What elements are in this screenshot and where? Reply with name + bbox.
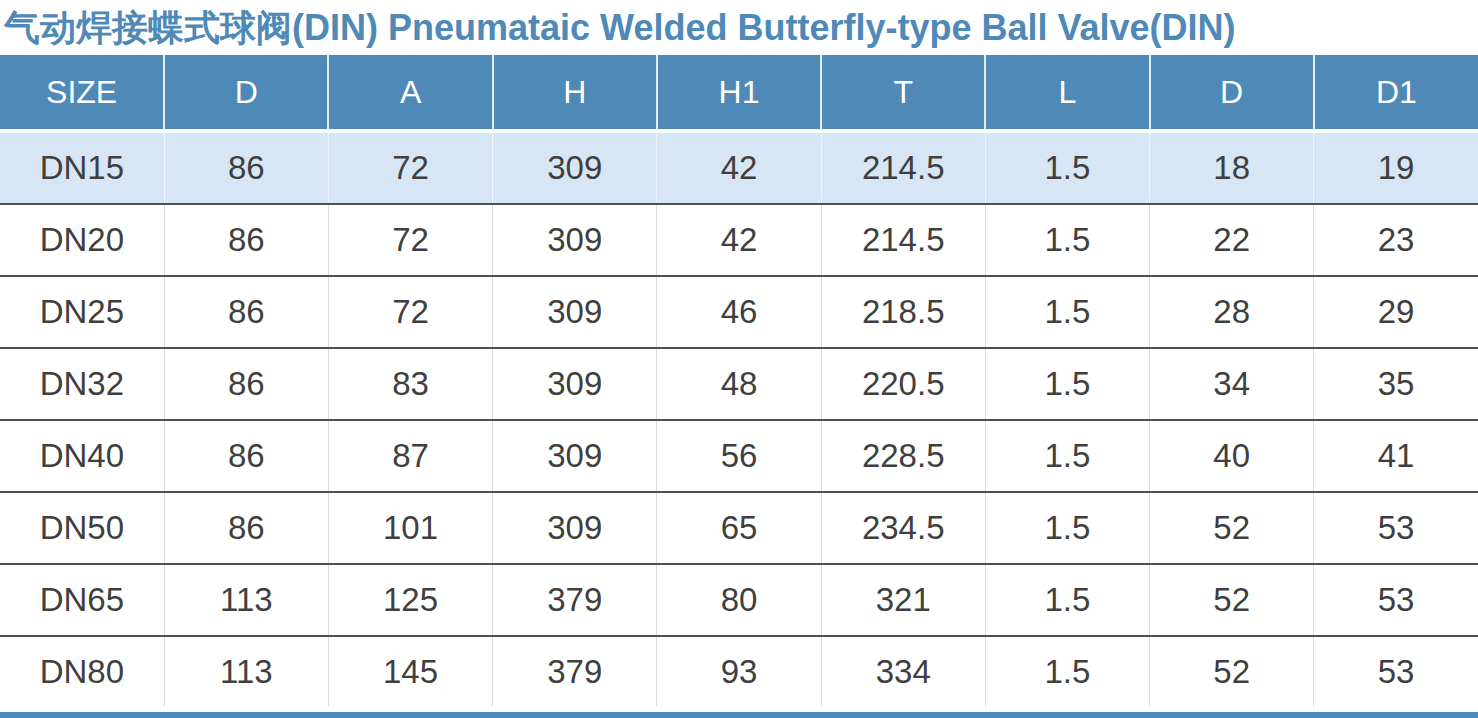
- value-cell: 145: [328, 636, 492, 707]
- value-cell: 35: [1314, 348, 1478, 420]
- value-cell: 53: [1314, 492, 1478, 564]
- column-header-d1: D1: [1314, 55, 1478, 131]
- value-cell: 113: [164, 564, 328, 636]
- value-cell: 113: [164, 636, 328, 707]
- bottom-accent-bar: [0, 712, 1478, 718]
- column-header-h1: H1: [657, 55, 821, 131]
- size-cell: DN25: [0, 276, 164, 348]
- value-cell: 1.5: [985, 204, 1149, 276]
- value-cell: 234.5: [821, 492, 985, 564]
- value-cell: 72: [328, 276, 492, 348]
- value-cell: 101: [328, 492, 492, 564]
- value-cell: 309: [493, 131, 657, 204]
- value-cell: 309: [493, 276, 657, 348]
- table-row-dn20: DN20 86 72 309 42 214.5 1.5 22 23: [0, 204, 1478, 276]
- size-cell: DN40: [0, 420, 164, 492]
- value-cell: 86: [164, 204, 328, 276]
- size-cell: DN15: [0, 131, 164, 204]
- value-cell: 1.5: [985, 492, 1149, 564]
- value-cell: 309: [493, 492, 657, 564]
- value-cell: 379: [493, 564, 657, 636]
- value-cell: 53: [1314, 564, 1478, 636]
- value-cell: 1.5: [985, 348, 1149, 420]
- table-row-dn80: DN80 113 145 379 93 334 1.5 52 53: [0, 636, 1478, 707]
- value-cell: 40: [1150, 420, 1314, 492]
- value-cell: 56: [657, 420, 821, 492]
- value-cell: 28: [1150, 276, 1314, 348]
- value-cell: 309: [493, 204, 657, 276]
- value-cell: 218.5: [821, 276, 985, 348]
- column-header-a: A: [328, 55, 492, 131]
- table-row-dn25: DN25 86 72 309 46 218.5 1.5 28 29: [0, 276, 1478, 348]
- column-header-t: T: [821, 55, 985, 131]
- value-cell: 29: [1314, 276, 1478, 348]
- value-cell: 53: [1314, 636, 1478, 707]
- value-cell: 86: [164, 492, 328, 564]
- value-cell: 34: [1150, 348, 1314, 420]
- value-cell: 86: [164, 420, 328, 492]
- value-cell: 220.5: [821, 348, 985, 420]
- value-cell: 1.5: [985, 420, 1149, 492]
- value-cell: 46: [657, 276, 821, 348]
- value-cell: 87: [328, 420, 492, 492]
- value-cell: 309: [493, 348, 657, 420]
- value-cell: 19: [1314, 131, 1478, 204]
- value-cell: 42: [657, 204, 821, 276]
- table-row-dn32: DN32 86 83 309 48 220.5 1.5 34 35: [0, 348, 1478, 420]
- value-cell: 321: [821, 564, 985, 636]
- value-cell: 48: [657, 348, 821, 420]
- value-cell: 52: [1150, 564, 1314, 636]
- value-cell: 86: [164, 276, 328, 348]
- page-title: 气动焊接蝶式球阀(DIN) Pneumataic Welded Butterfl…: [0, 0, 1478, 55]
- value-cell: 86: [164, 131, 328, 204]
- value-cell: 22: [1150, 204, 1314, 276]
- dimensions-table: SIZE D A H H1 T L D D1 DN15 86 72 309 42…: [0, 55, 1478, 707]
- value-cell: 86: [164, 348, 328, 420]
- column-header-d: D: [164, 55, 328, 131]
- column-header-h: H: [493, 55, 657, 131]
- value-cell: 42: [657, 131, 821, 204]
- value-cell: 1.5: [985, 564, 1149, 636]
- value-cell: 72: [328, 131, 492, 204]
- size-cell: DN80: [0, 636, 164, 707]
- size-cell: DN50: [0, 492, 164, 564]
- table-row-dn65: DN65 113 125 379 80 321 1.5 52 53: [0, 564, 1478, 636]
- table-row-dn50: DN50 86 101 309 65 234.5 1.5 52 53: [0, 492, 1478, 564]
- value-cell: 228.5: [821, 420, 985, 492]
- value-cell: 1.5: [985, 636, 1149, 707]
- column-header-size: SIZE: [0, 55, 164, 131]
- table-header-row: SIZE D A H H1 T L D D1: [0, 55, 1478, 131]
- value-cell: 23: [1314, 204, 1478, 276]
- value-cell: 379: [493, 636, 657, 707]
- value-cell: 334: [821, 636, 985, 707]
- value-cell: 214.5: [821, 131, 985, 204]
- value-cell: 83: [328, 348, 492, 420]
- value-cell: 18: [1150, 131, 1314, 204]
- size-cell: DN20: [0, 204, 164, 276]
- value-cell: 93: [657, 636, 821, 707]
- value-cell: 52: [1150, 492, 1314, 564]
- value-cell: 1.5: [985, 131, 1149, 204]
- size-cell: DN65: [0, 564, 164, 636]
- value-cell: 125: [328, 564, 492, 636]
- value-cell: 72: [328, 204, 492, 276]
- table-row-dn40: DN40 86 87 309 56 228.5 1.5 40 41: [0, 420, 1478, 492]
- value-cell: 1.5: [985, 276, 1149, 348]
- size-cell: DN32: [0, 348, 164, 420]
- column-header-d2: D: [1150, 55, 1314, 131]
- table-row-dn15: DN15 86 72 309 42 214.5 1.5 18 19: [0, 131, 1478, 204]
- value-cell: 309: [493, 420, 657, 492]
- value-cell: 65: [657, 492, 821, 564]
- value-cell: 52: [1150, 636, 1314, 707]
- value-cell: 214.5: [821, 204, 985, 276]
- value-cell: 80: [657, 564, 821, 636]
- column-header-l: L: [985, 55, 1149, 131]
- catalog-page: 气动焊接蝶式球阀(DIN) Pneumataic Welded Butterfl…: [0, 0, 1478, 718]
- value-cell: 41: [1314, 420, 1478, 492]
